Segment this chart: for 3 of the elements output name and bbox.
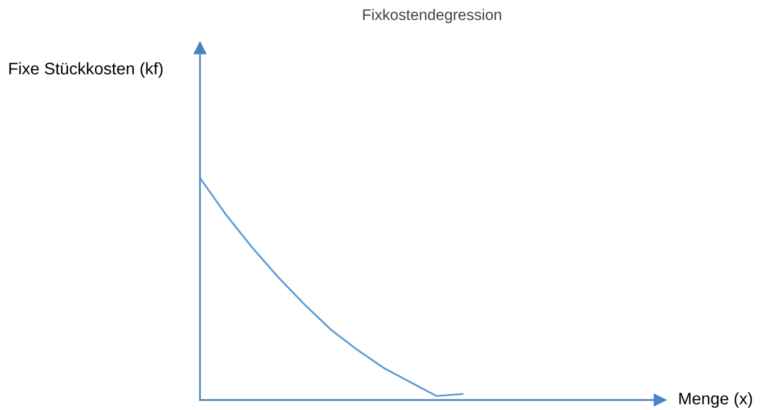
x-axis-title: Menge (x) — [679, 392, 752, 408]
chart-title: Fixkostendegression — [363, 8, 502, 24]
text: Fixe Stückkosten (kf) — [9, 62, 163, 78]
